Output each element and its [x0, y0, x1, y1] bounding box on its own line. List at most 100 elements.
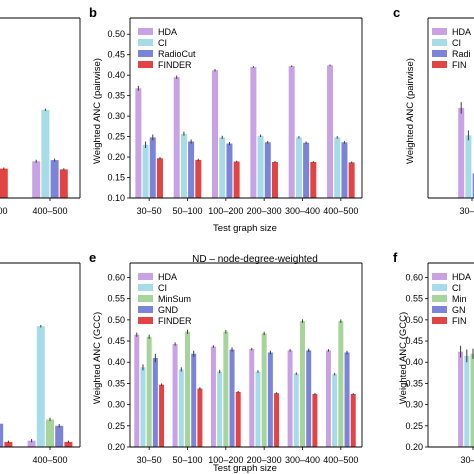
- bar-e-ci-5: [332, 374, 338, 447]
- ytick-label-f-1: 0.25: [405, 421, 423, 431]
- bar-c-radiocut-0: [472, 173, 474, 198]
- bar-b-radiocut-3: [264, 142, 271, 198]
- legend-swatch-c-1: [432, 39, 447, 46]
- ytick-label-b-4: 0.30: [107, 111, 125, 121]
- legend-swatch-b-3: [138, 61, 153, 68]
- xtick-label-b-2: 100–200: [208, 206, 243, 216]
- ytick-label-b-8: 0.50: [107, 29, 125, 39]
- panel-e: e ND – node-degree-weighted 30–50 50–100 1…: [89, 250, 363, 474]
- ylabel-f: Weighted ANC (GCC): [398, 312, 409, 404]
- bar-f-minsum-0: [470, 353, 474, 447]
- panel-e-title: ND – node-degree-weighted: [192, 254, 318, 265]
- ytick-label-b-5: 0.35: [107, 91, 125, 101]
- bar-e-gnd-4: [306, 350, 312, 447]
- legend-label-c-0: HDA: [452, 27, 471, 37]
- xtick-label-b-3: 200–300: [247, 206, 282, 216]
- panel-letter-f: f: [393, 250, 398, 265]
- ytick-label-f-5: 0.45: [405, 336, 423, 346]
- bar-d-gnd-1: [55, 425, 64, 447]
- bar-d-ci-1: [36, 326, 45, 447]
- ytick-label-e-2: 0.30: [107, 400, 125, 410]
- legend-label-c-2: Radi: [452, 49, 471, 59]
- panel-f-bars: [458, 345, 474, 447]
- bar-d-minsum-1: [46, 419, 54, 447]
- bar-b-hda-2: [212, 70, 219, 198]
- legend-label-b-0: HDA: [158, 27, 177, 37]
- bar-e-minsum-4: [300, 321, 305, 447]
- xtick-label-b-0: 30–50: [137, 206, 162, 216]
- bar-e-gnd-0: [152, 358, 158, 447]
- bar-e-hda-1: [172, 344, 178, 447]
- xtick-label-e-2: 100–200: [208, 455, 243, 465]
- bar-e-finder-2: [235, 391, 241, 447]
- bar-b-radiocut-0: [149, 137, 156, 198]
- bar-b-finder-2: [233, 161, 240, 198]
- bar-e-ci-3: [255, 371, 261, 447]
- legend-swatch-b-0: [138, 28, 153, 35]
- bar-b-ci-2: [219, 137, 226, 198]
- bar-b-radiocut-2: [226, 143, 233, 198]
- bar-f-hda-0: [458, 351, 464, 447]
- legend-label-f-1: CI: [452, 283, 461, 293]
- bar-b-finder-3: [271, 161, 278, 198]
- bar-a-finder-0: [0, 168, 8, 198]
- ytick-label-e-5: 0.45: [107, 336, 125, 346]
- legend-swatch-c-0: [432, 28, 447, 35]
- xlabel-b: Test graph size: [213, 223, 277, 234]
- panel-c-bars: [458, 102, 474, 198]
- bar-e-finder-1: [197, 388, 203, 447]
- bar-c-ci-0: [465, 135, 472, 198]
- xtick-label-e-4: 300–400: [285, 455, 320, 465]
- xlabel-e: Test graph size: [213, 463, 277, 474]
- bar-e-finder-0: [159, 384, 165, 447]
- bar-d-finder-1: [64, 441, 73, 447]
- legend-swatch-e-3: [138, 306, 153, 313]
- legend-label-e-1: CI: [158, 283, 167, 293]
- bar-b-ci-3: [257, 135, 264, 198]
- xtick-label-e-0: 30–50: [137, 455, 162, 465]
- ytick-label-e-1: 0.25: [107, 421, 125, 431]
- ytick-label-b-3: 0.25: [107, 132, 125, 142]
- legend-label-c-3: FIN: [452, 60, 467, 70]
- xtick-label-e-5: 400–500: [323, 455, 358, 465]
- panel-letter-e: e: [89, 250, 96, 265]
- panel-a: 300–400 400–500: [0, 17, 81, 216]
- ylabel-e: Weighted ANC (GCC): [92, 312, 103, 404]
- bar-e-finder-3: [274, 393, 280, 447]
- legend-label-c-1: CI: [452, 38, 461, 48]
- ytick-label-b-7: 0.45: [107, 50, 125, 60]
- bar-b-hda-5: [327, 65, 334, 198]
- ytick-label-b-1: 0.15: [107, 173, 125, 183]
- legend-swatch-b-2: [138, 50, 153, 57]
- ytick-label-f-0: 0.20: [405, 442, 423, 452]
- bar-e-gnd-2: [229, 349, 235, 447]
- legend-label-b-3: FINDER: [158, 60, 192, 70]
- bar-b-radiocut-1: [188, 141, 195, 198]
- legend-label-f-3: GN: [452, 305, 466, 315]
- panel-letter-b: b: [89, 5, 97, 20]
- bar-b-radiocut-5: [341, 142, 348, 198]
- ytick-label-e-6: 0.50: [107, 315, 125, 325]
- bar-b-finder-4: [310, 161, 317, 198]
- legend-label-e-2: MinSum: [158, 294, 191, 304]
- ytick-label-e-8: 0.60: [107, 272, 125, 282]
- xtick-label-b-4: 300–400: [285, 206, 320, 216]
- bar-e-gnd-3: [267, 352, 273, 447]
- panel-e-bars: [134, 319, 356, 447]
- ytick-label-e-4: 0.40: [107, 357, 125, 367]
- bar-e-ci-2: [217, 371, 223, 447]
- bar-e-gnd-5: [344, 352, 350, 447]
- legend-swatch-f-3: [432, 306, 447, 313]
- ylabel-b: Weighted ANC (pairwise): [92, 58, 103, 164]
- ytick-label-e-7: 0.55: [107, 294, 125, 304]
- xtick-label-b-1: 50–100: [172, 206, 202, 216]
- bar-a-radiocut-1: [50, 160, 59, 198]
- ytick-label-f-4: 0.40: [405, 357, 423, 367]
- xtick-label-a-1: 400–500: [32, 206, 67, 216]
- bar-a-ci-1: [41, 109, 50, 198]
- bar-b-hda-3: [250, 66, 257, 198]
